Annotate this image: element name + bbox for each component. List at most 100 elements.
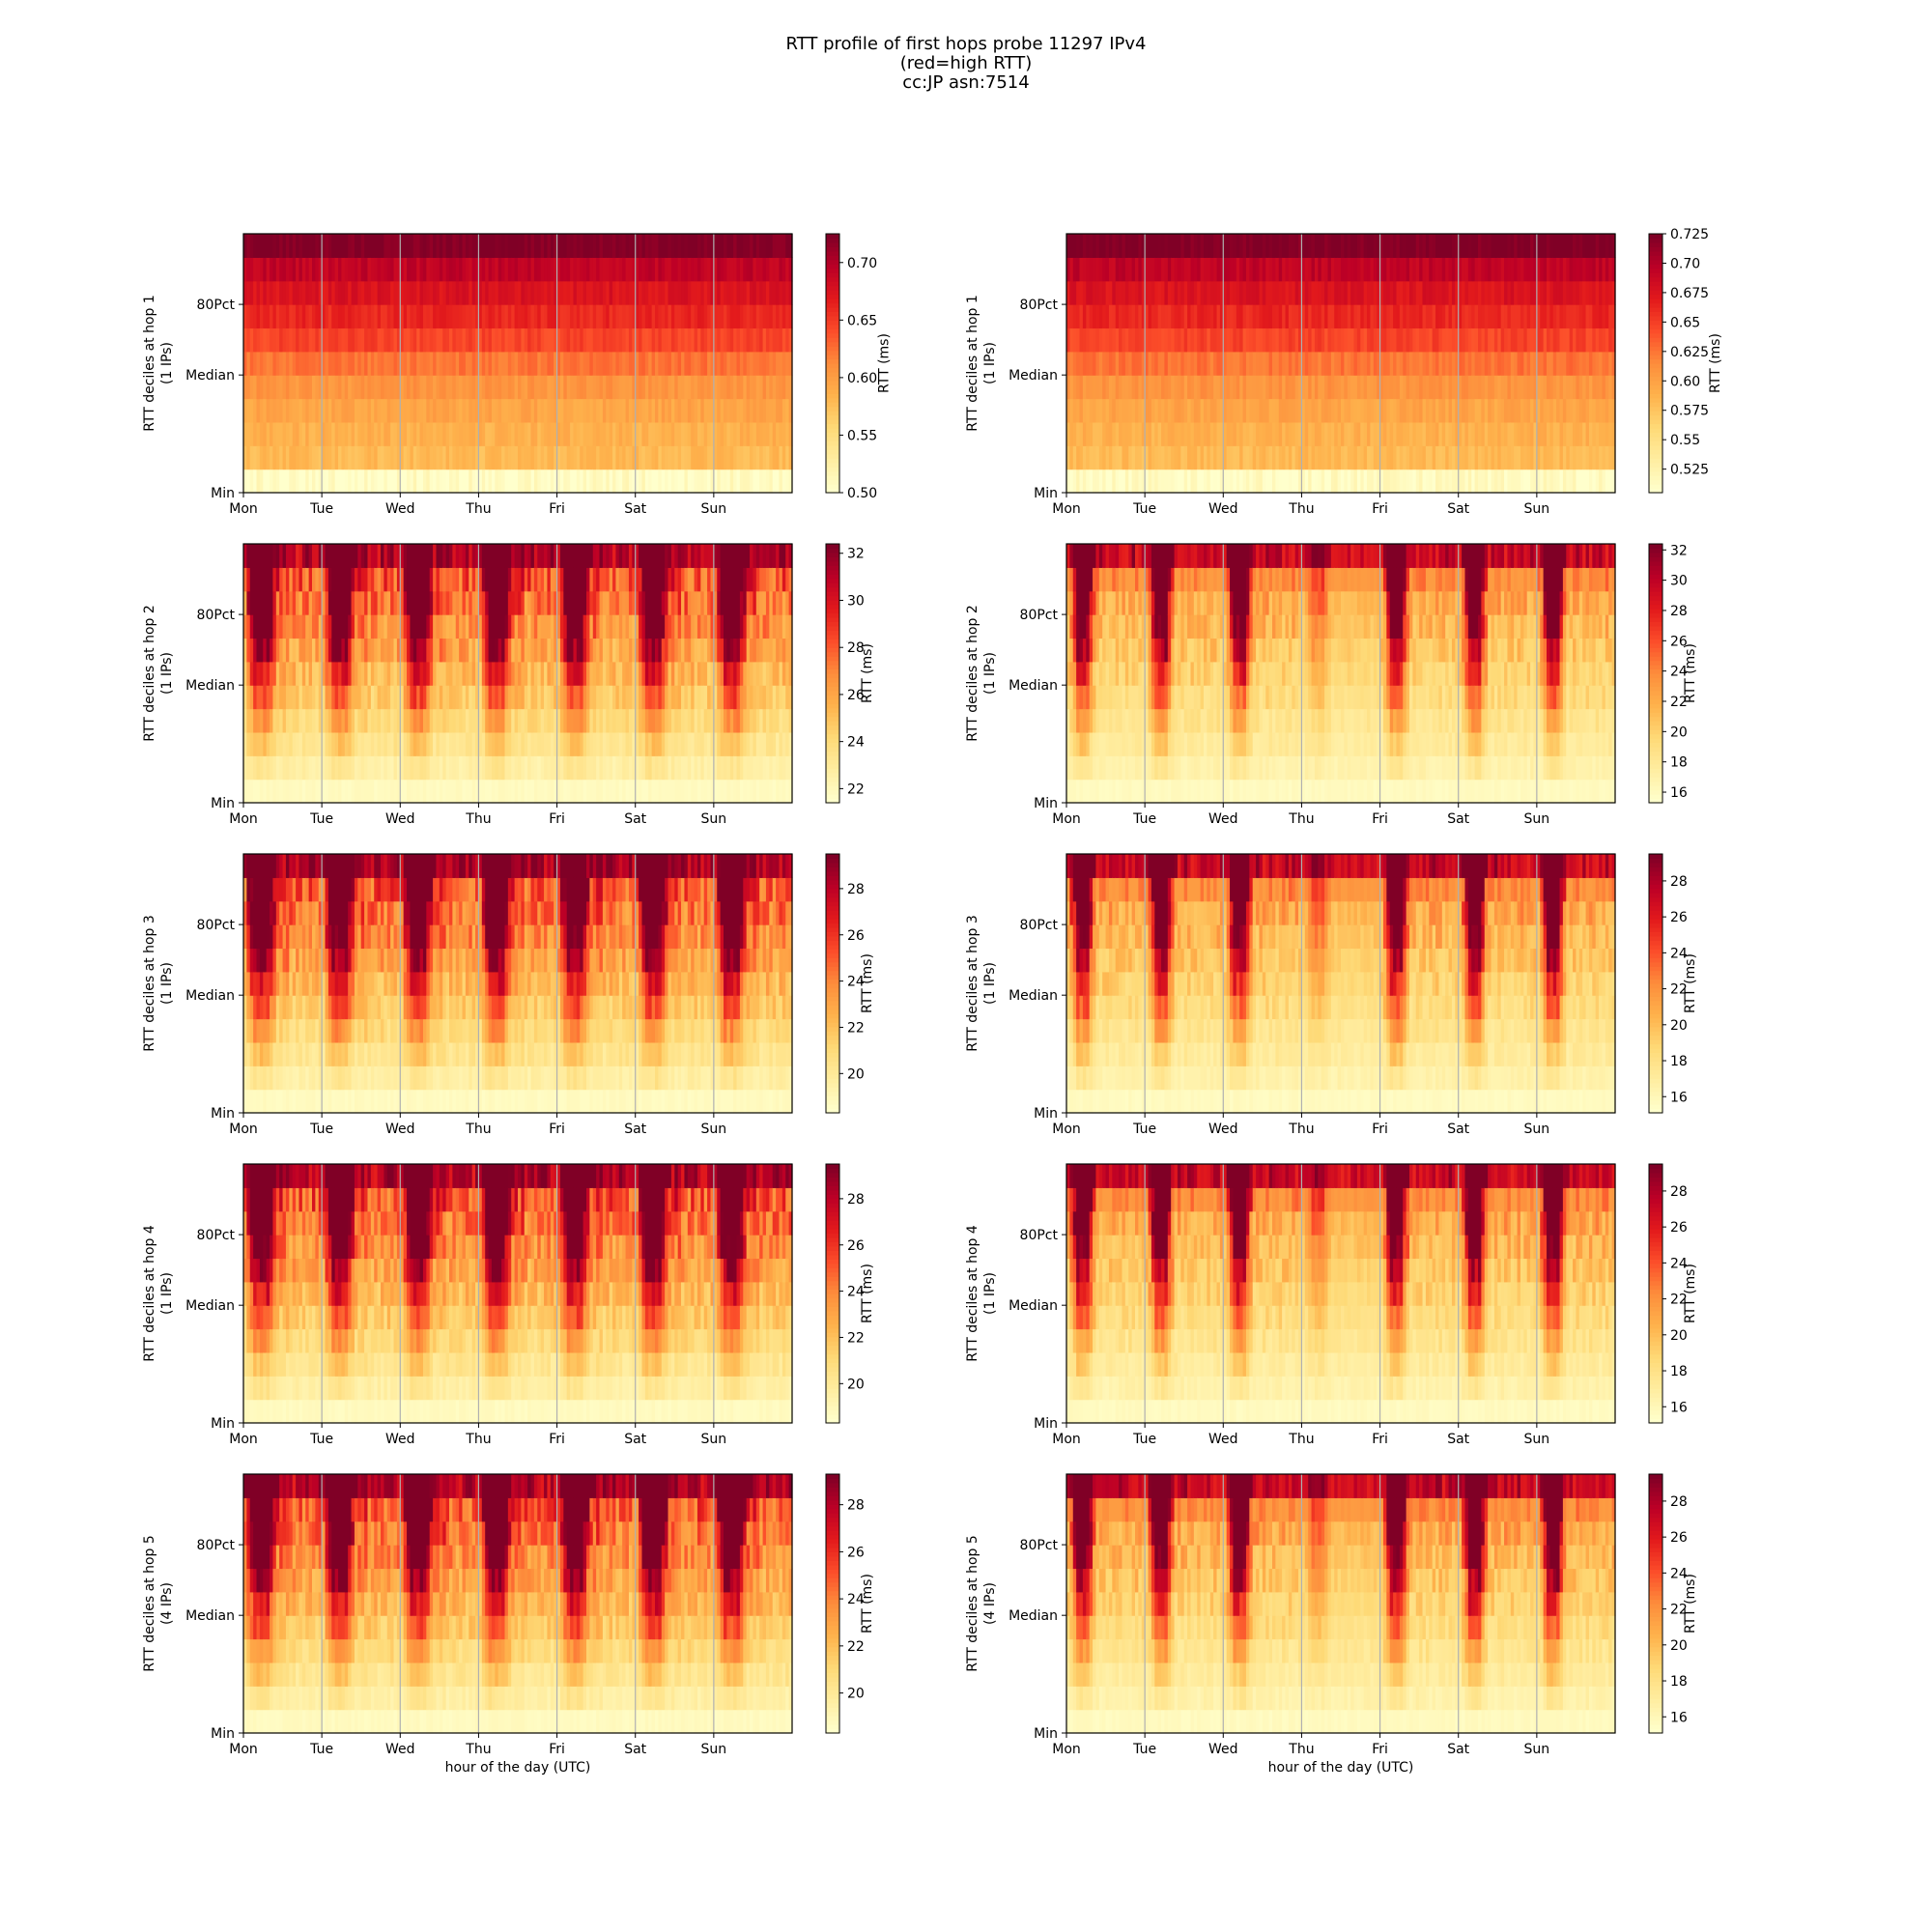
heatmap-cell <box>576 375 581 400</box>
heatmap-cell <box>381 327 384 353</box>
heatmap-cell <box>275 544 280 568</box>
heatmap-cell <box>1171 304 1176 329</box>
heatmap-cell <box>282 590 287 615</box>
colorbar-swatch <box>1649 268 1662 273</box>
heatmap-cell <box>495 590 499 615</box>
heatmap-cell <box>1079 304 1084 329</box>
heatmap-cell <box>331 445 336 470</box>
heatmap-cell <box>1536 257 1541 282</box>
heatmap-cell <box>1540 257 1545 282</box>
heatmap-cell <box>298 614 303 639</box>
heatmap-cell <box>1337 234 1342 258</box>
heatmap-cell <box>713 234 718 258</box>
heatmap-cell <box>315 257 320 282</box>
heatmap-cell <box>1445 421 1450 446</box>
heatmap-cell <box>1478 375 1482 400</box>
heatmap-cell <box>632 398 637 423</box>
heatmap-cell <box>540 661 545 686</box>
heatmap-cell <box>357 445 362 470</box>
heatmap-cell <box>537 638 542 663</box>
heatmap-cell <box>289 280 294 305</box>
heatmap-cell <box>1318 421 1322 446</box>
heatmap-cell <box>563 398 568 423</box>
heatmap-cell <box>501 614 506 639</box>
heatmap-cell <box>1474 280 1479 305</box>
heatmap-cell <box>1481 234 1486 258</box>
heatmap-cell <box>717 445 722 470</box>
heatmap-cell <box>504 398 509 423</box>
heatmap-cell <box>1379 445 1384 470</box>
heatmap-cell <box>1552 234 1557 258</box>
x-tick-label: Sat <box>624 501 646 517</box>
heatmap-cell <box>573 327 578 353</box>
heatmap-cell <box>1128 234 1133 258</box>
heatmap-cell <box>1599 234 1604 258</box>
heatmap-cell <box>507 779 512 804</box>
heatmap-cell <box>514 567 519 592</box>
heatmap-cell <box>485 375 490 400</box>
heatmap-cell <box>1536 421 1541 446</box>
heatmap-cell <box>1389 375 1394 400</box>
heatmap-cell <box>384 257 388 282</box>
heatmap-cell <box>384 567 388 592</box>
heatmap-cell <box>312 567 316 592</box>
heatmap-cell <box>1382 234 1387 258</box>
heatmap-cell <box>1174 421 1179 446</box>
heatmap-cell <box>439 731 443 756</box>
heatmap-cell <box>279 469 284 494</box>
heatmap-cell <box>341 351 346 376</box>
heatmap-cell <box>469 304 473 329</box>
heatmap-cell <box>396 375 401 400</box>
heatmap-cell <box>419 469 424 494</box>
heatmap-cell <box>318 280 323 305</box>
heatmap-cell <box>1193 304 1198 329</box>
heatmap-cell <box>1370 280 1375 305</box>
heatmap-cell <box>416 638 421 663</box>
heatmap-cell <box>580 234 584 258</box>
heatmap-cell <box>1161 304 1166 329</box>
heatmap-cell <box>327 375 332 400</box>
heatmap-cell <box>341 445 346 470</box>
heatmap-cell <box>639 398 643 423</box>
heatmap-cell <box>762 375 767 400</box>
heatmap-cell <box>384 685 388 710</box>
heatmap-cell <box>1292 327 1296 353</box>
heatmap-cell <box>1484 351 1489 376</box>
heatmap-cell <box>485 779 490 804</box>
heatmap-cell <box>481 731 486 756</box>
heatmap-cell <box>436 469 440 494</box>
heatmap-cell <box>507 685 512 710</box>
heatmap-cell <box>296 567 300 592</box>
heatmap-cell <box>1585 445 1590 470</box>
heatmap-cell <box>1105 280 1110 305</box>
heatmap-cell <box>308 779 313 804</box>
heatmap-cell <box>609 234 613 258</box>
heatmap-cell <box>386 731 391 756</box>
heatmap-cell <box>478 544 483 568</box>
colorbar-tick-label: 0.60 <box>1670 374 1700 389</box>
heatmap-cell <box>518 234 522 258</box>
heatmap-cell <box>1171 234 1176 258</box>
heatmap-cell <box>694 280 698 305</box>
heatmap-cell <box>1602 445 1606 470</box>
colorbar-swatch <box>1649 264 1662 270</box>
heatmap-cell <box>1536 445 1541 470</box>
heatmap-cell <box>312 351 316 376</box>
heatmap-cell <box>1304 257 1309 282</box>
heatmap-cell <box>759 234 764 258</box>
heatmap-cell <box>1200 257 1205 282</box>
heatmap-cell <box>412 469 417 494</box>
heatmap-cell <box>1298 351 1303 376</box>
heatmap-cell <box>422 351 427 376</box>
colorbar-swatch <box>826 294 839 299</box>
heatmap-cell <box>1415 375 1420 400</box>
heatmap-cell <box>726 469 731 494</box>
heatmap-cell <box>514 304 519 329</box>
heatmap-cell <box>393 614 398 639</box>
heatmap-cell <box>1429 257 1434 282</box>
heatmap-cell <box>507 280 512 305</box>
heatmap-cell <box>726 375 731 400</box>
heatmap-cell <box>455 257 460 282</box>
heatmap-cell <box>312 280 316 305</box>
heatmap-cell <box>606 280 611 305</box>
